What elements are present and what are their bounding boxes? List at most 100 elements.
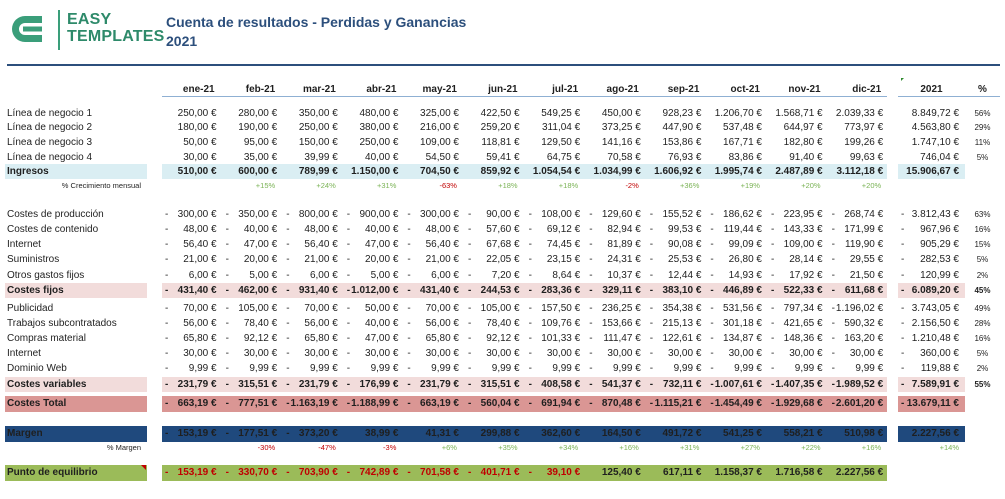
value-total-2021: 15.906,67 € bbox=[898, 164, 965, 179]
value-jun-21: -315,51 € bbox=[465, 377, 526, 392]
value-text: 48,00 € bbox=[183, 224, 217, 235]
column-header-pct: % bbox=[978, 84, 987, 95]
negative-sign: - bbox=[346, 348, 351, 359]
row-dominio-web: Dominio Web -9,99 € -9,99 € -9,99 € -9,99 € -… bbox=[0, 361, 1005, 376]
value-text: 362,60 € bbox=[541, 428, 581, 439]
value-text: 119,90 € bbox=[845, 239, 884, 250]
negative-sign: - bbox=[165, 285, 169, 296]
row-label: Internet bbox=[7, 348, 41, 359]
value-share-pct: 63% bbox=[974, 210, 991, 219]
negative-sign: - bbox=[286, 239, 290, 250]
negative-sign: - bbox=[528, 303, 532, 314]
value-oct-21: -1.007,61 € bbox=[707, 377, 768, 392]
value-text: 9,99 € bbox=[794, 363, 823, 374]
negative-sign: - bbox=[528, 224, 532, 235]
title-line-1: Cuenta de resultados - Perdidas y Gananc… bbox=[166, 14, 467, 30]
value-may-21: 325,00 € bbox=[404, 106, 465, 121]
value-text: 3.112,18 € bbox=[836, 166, 884, 177]
value-text: 967,96 € bbox=[920, 224, 959, 235]
value-mar-21: - 65,80 € bbox=[283, 331, 344, 346]
value-total-2021: - 119,88 € bbox=[898, 361, 965, 376]
value-text: 5,00 € bbox=[370, 270, 399, 281]
value-dic-21: 510,98 € bbox=[829, 426, 890, 441]
negative-sign: - bbox=[407, 398, 411, 409]
value-abr-21: - 40,00 € bbox=[344, 316, 405, 331]
value-abr-21: - 47,00 € bbox=[344, 331, 405, 346]
value-abr-21: 40,00 € bbox=[344, 150, 405, 165]
value-ene-21: -231,79 € bbox=[162, 377, 223, 392]
value-text: 1.034,99 € bbox=[593, 166, 641, 177]
value-text: 163,20 € bbox=[844, 333, 884, 344]
value-text: 431,40 € bbox=[177, 285, 217, 296]
negative-sign: - bbox=[286, 398, 290, 409]
value-text: 125,40 € bbox=[601, 467, 641, 478]
value-abr-21: 480,00 € bbox=[344, 106, 405, 121]
negative-sign: - bbox=[528, 379, 532, 390]
value-dic-21: -171,99 € bbox=[829, 222, 890, 237]
negative-sign: - bbox=[589, 254, 593, 265]
value-abr-21: - 9,99 € bbox=[344, 361, 405, 376]
value-may-21: -300,00 € bbox=[404, 207, 465, 222]
row-label: % Margen bbox=[106, 443, 141, 452]
negative-sign: - bbox=[468, 254, 472, 265]
value-total-2021: - 120,99 € bbox=[898, 268, 965, 283]
value-text: 74,45 € bbox=[546, 239, 581, 250]
value-text: 1.150,00 € bbox=[351, 166, 399, 177]
row-label: Compras material bbox=[7, 333, 86, 344]
value-text: 360,00 € bbox=[920, 348, 959, 359]
value-text: 134,87 € bbox=[723, 333, 762, 344]
negative-sign: - bbox=[165, 209, 169, 220]
row-compras-material: Compras material -65,80 € -92,12 € -65,80 €… bbox=[0, 331, 1005, 346]
value-text: 69,12 € bbox=[546, 224, 581, 235]
negative-sign: - bbox=[649, 254, 654, 265]
negative-sign: - bbox=[165, 348, 169, 359]
comment-indicator-icon[interactable] bbox=[901, 78, 904, 81]
value-text: 1.012,00 € bbox=[351, 285, 399, 296]
value-mar-21: 250,00 € bbox=[283, 120, 344, 135]
value-jun-21: -244,53 € bbox=[465, 283, 526, 298]
value-text: 350,00 € bbox=[238, 209, 278, 220]
value-text: 9,99 € bbox=[734, 363, 762, 374]
negative-sign: - bbox=[710, 209, 714, 220]
value-text: 663,19 € bbox=[420, 398, 459, 409]
row-punto-de-equilibrio: Punto de equilibrio -153,19 € -330,70 € -70… bbox=[0, 465, 1005, 481]
negative-sign: - bbox=[346, 270, 351, 281]
value-nov-21: -109,00 € bbox=[768, 237, 829, 252]
value-text: 38,99 € bbox=[365, 428, 399, 439]
row-label: Costes fijos bbox=[7, 285, 64, 296]
negative-sign: - bbox=[649, 363, 654, 374]
value-share-pct: 29% bbox=[974, 123, 991, 132]
value-text: 704,50 € bbox=[420, 166, 459, 177]
value-may-21: - 21,00 € bbox=[404, 252, 465, 267]
value-feb-21: -777,51 € bbox=[223, 396, 284, 411]
value-oct-21: -531,56 € bbox=[707, 301, 768, 316]
value-jul-21: -408,58 € bbox=[526, 377, 587, 392]
negative-sign: - bbox=[589, 209, 593, 220]
negative-sign: - bbox=[589, 270, 593, 281]
value-ago-21: 141,16 € bbox=[586, 135, 647, 150]
negative-sign: - bbox=[901, 224, 905, 235]
value-nov-21: -223,95 € bbox=[768, 207, 829, 222]
negative-sign: - bbox=[771, 318, 775, 329]
negative-sign: - bbox=[528, 398, 532, 409]
negative-sign: - bbox=[346, 467, 351, 478]
value-text: 663,19 € bbox=[177, 398, 217, 409]
value-abr-21: 1.150,00 € bbox=[344, 164, 405, 179]
value-oct-21: 83,86 € bbox=[707, 150, 768, 165]
value-text: 83,86 € bbox=[728, 152, 762, 163]
value-text: 859,92 € bbox=[480, 166, 520, 177]
negative-sign: - bbox=[901, 303, 905, 314]
comment-indicator-icon[interactable] bbox=[141, 465, 146, 470]
negative-sign: - bbox=[528, 254, 532, 265]
value-share-pct: 5% bbox=[976, 153, 989, 162]
value-text: 153,86 € bbox=[662, 137, 702, 148]
negative-sign: - bbox=[407, 239, 411, 250]
value-feb-21: 190,00 € bbox=[223, 120, 284, 135]
value-text: 30,00 € bbox=[607, 348, 641, 359]
value-text: 30,00 € bbox=[425, 348, 459, 359]
value-share-pct: 11% bbox=[974, 138, 991, 147]
row-label: Línea de negocio 3 bbox=[7, 137, 93, 148]
value-ene-21: 250,00 € bbox=[162, 106, 223, 121]
logo-mark-icon bbox=[12, 16, 42, 42]
negative-sign: - bbox=[771, 270, 775, 281]
